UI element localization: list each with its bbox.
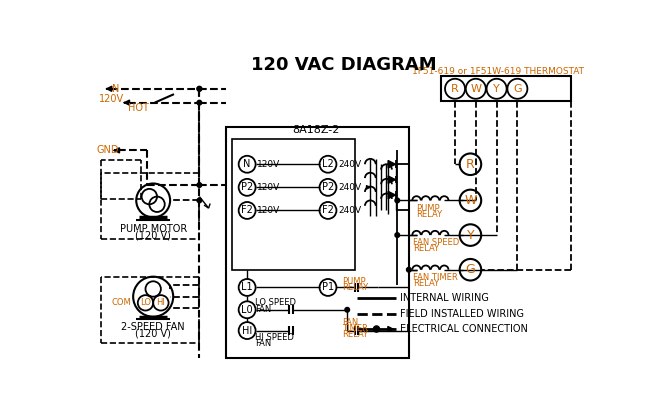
Text: RELAY: RELAY [413, 244, 439, 253]
Polygon shape [388, 160, 396, 168]
Text: GND: GND [96, 145, 119, 155]
Text: COM: COM [112, 298, 131, 308]
Text: 120V: 120V [99, 94, 125, 104]
Text: R: R [466, 158, 475, 171]
Text: FAN: FAN [342, 318, 358, 326]
Text: FAN: FAN [255, 339, 271, 348]
Circle shape [345, 308, 350, 312]
Polygon shape [388, 191, 396, 199]
Text: P1: P1 [322, 282, 334, 292]
Text: FAN: FAN [255, 305, 271, 313]
Text: PUMP: PUMP [342, 277, 365, 286]
Bar [226, 127, 409, 358]
Text: PUMP MOTOR: PUMP MOTOR [119, 224, 187, 234]
Circle shape [197, 86, 202, 91]
Circle shape [395, 233, 399, 238]
Text: ELECTRICAL CONNECTION: ELECTRICAL CONNECTION [399, 324, 527, 334]
Text: N: N [113, 84, 120, 94]
Text: 240V: 240V [338, 206, 361, 215]
Text: TIMER: TIMER [342, 324, 368, 333]
Circle shape [407, 267, 411, 272]
Text: W: W [464, 194, 476, 207]
Bar [232, 139, 355, 270]
Text: L0: L0 [241, 305, 253, 315]
Text: L2: L2 [322, 159, 334, 169]
Text: Y: Y [466, 229, 474, 242]
Text: L1: L1 [241, 282, 253, 292]
Text: FAN SPEED: FAN SPEED [413, 238, 459, 247]
Circle shape [197, 86, 202, 91]
Circle shape [197, 198, 202, 203]
Text: 2-SPEED FAN: 2-SPEED FAN [121, 323, 185, 333]
Text: 240V: 240V [338, 183, 361, 192]
Text: (120 V): (120 V) [135, 328, 171, 339]
Text: RELAY: RELAY [413, 279, 439, 288]
Polygon shape [388, 176, 396, 184]
Text: HI: HI [242, 326, 252, 336]
Text: RELAY: RELAY [417, 210, 443, 219]
Text: INTERNAL WIRING: INTERNAL WIRING [399, 293, 488, 303]
Circle shape [395, 198, 399, 203]
Text: G: G [513, 84, 522, 94]
Text: F2: F2 [241, 205, 253, 215]
Text: R: R [451, 84, 459, 94]
Circle shape [197, 100, 202, 105]
Text: RELAY: RELAY [342, 283, 368, 292]
Text: 8A18Z-2: 8A18Z-2 [293, 124, 340, 134]
Text: W: W [470, 84, 481, 94]
Text: 1F51-619 or 1F51W-619 THERMOSTAT: 1F51-619 or 1F51W-619 THERMOSTAT [412, 67, 584, 76]
Text: HI SPEED: HI SPEED [255, 333, 293, 342]
Text: G: G [466, 263, 475, 276]
Text: N: N [243, 159, 251, 169]
Text: 120V: 120V [257, 160, 280, 169]
Text: 120V: 120V [257, 206, 280, 215]
Text: (120 V): (120 V) [135, 230, 171, 240]
Text: LO SPEED: LO SPEED [255, 298, 296, 308]
Text: P2: P2 [241, 182, 253, 192]
Text: PUMP: PUMP [417, 204, 440, 212]
Text: FAN TIMER: FAN TIMER [413, 273, 458, 282]
Text: 240V: 240V [338, 160, 361, 169]
Bar [441, 76, 571, 101]
Text: 120 VAC DIAGRAM: 120 VAC DIAGRAM [251, 57, 436, 75]
Text: HOT: HOT [128, 103, 149, 113]
Circle shape [373, 326, 380, 332]
Text: 120V: 120V [257, 183, 280, 192]
Text: Y: Y [493, 84, 500, 94]
Text: F2: F2 [322, 205, 334, 215]
Text: FIELD INSTALLED WIRING: FIELD INSTALLED WIRING [399, 309, 523, 318]
Text: RELAY: RELAY [342, 330, 368, 339]
Text: P2: P2 [322, 182, 334, 192]
Circle shape [197, 183, 202, 187]
Text: LO: LO [140, 298, 151, 308]
Text: HI: HI [157, 298, 165, 308]
